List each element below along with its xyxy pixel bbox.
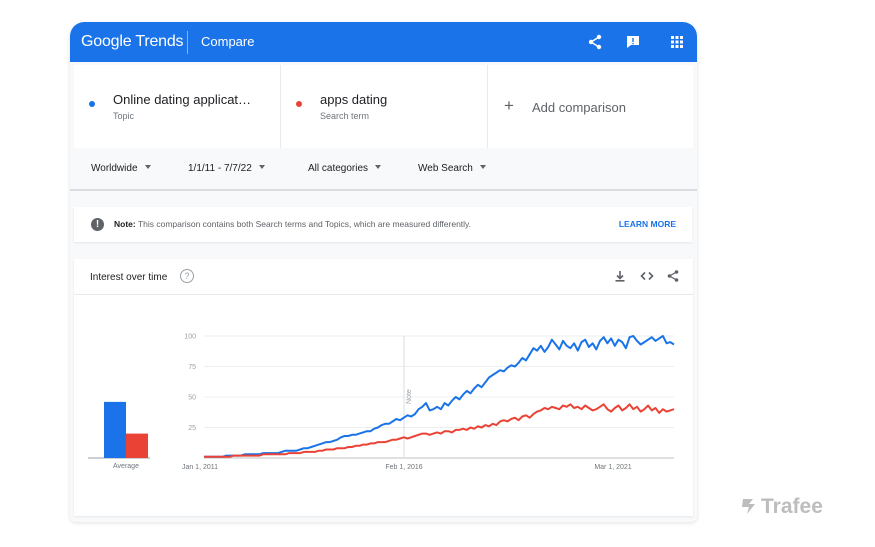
apps-grid-icon[interactable] [668, 33, 686, 51]
average-bar-apps-dating [126, 433, 148, 458]
series-line-online-dating [204, 335, 675, 458]
term-divider [280, 65, 281, 148]
term-type: Search term [320, 111, 370, 121]
comparison-terms: Online dating applicat… Topic apps datin… [74, 65, 693, 148]
add-comparison-button[interactable]: + Add comparison [488, 65, 693, 148]
category-value: All categories [308, 163, 369, 174]
series-line-apps-dating [204, 403, 675, 458]
share-icon[interactable] [666, 269, 680, 283]
add-comparison-label: Add comparison [532, 100, 626, 115]
average-bar-online-dating [104, 401, 126, 458]
help-icon[interactable]: ? [180, 269, 194, 283]
note-banner: ! Note: This comparison contains both Se… [74, 207, 692, 242]
trends-card: Google Trends Compare Online dating appl… [70, 22, 697, 522]
download-icon[interactable] [613, 269, 627, 283]
average-label: Average [113, 463, 139, 470]
chart-series [204, 335, 675, 458]
note-prefix: Note: [114, 219, 136, 229]
caret-down-icon [258, 165, 265, 170]
term-label: Online dating applicat… [113, 92, 252, 107]
plus-icon: + [504, 96, 514, 115]
search-type-dropdown[interactable]: Web Search [418, 163, 486, 174]
category-dropdown[interactable]: All categories [308, 163, 382, 174]
term-color-dot [296, 101, 302, 107]
date-range-value: 1/1/11 - 7/7/22 [188, 163, 252, 174]
page-title: Compare [201, 34, 255, 49]
info-icon: ! [91, 218, 104, 231]
x-tick-label: Feb 1, 2016 [385, 464, 422, 471]
region-dropdown[interactable]: Worldwide [91, 163, 151, 174]
panel-divider [74, 294, 693, 295]
search-type-value: Web Search [418, 163, 473, 174]
chart-grid: 25 50 75 100 [184, 334, 674, 459]
header-divider [187, 31, 188, 54]
y-tick-label: 50 [188, 395, 196, 402]
caret-down-icon [144, 165, 151, 170]
interest-over-time-panel: Interest over time ? 25 50 75 100 Average N… [74, 259, 693, 516]
term-online-dating[interactable]: Online dating applicat… Topic [74, 65, 280, 148]
trafee-logo-icon [742, 499, 755, 514]
svg-text:Trafee: Trafee [761, 495, 823, 518]
note-marker-label: Note [406, 389, 413, 404]
x-tick-label: Jan 1, 2011 [182, 464, 218, 471]
top-bar: Google Trends Compare [70, 22, 697, 62]
term-type: Topic [113, 111, 135, 121]
term-label: apps dating [320, 92, 388, 107]
y-tick-label: 75 [188, 364, 196, 371]
note-message: This comparison contains both Search ter… [137, 219, 472, 229]
feedback-icon[interactable] [624, 33, 642, 51]
y-tick-label: 25 [188, 425, 196, 432]
panel-title: Interest over time [90, 272, 168, 283]
interest-chart: 25 50 75 100 Average Note Jan 1, 2011 Feb 1,… [88, 334, 675, 471]
caret-down-icon [479, 165, 486, 170]
trafee-watermark: Trafee [742, 495, 823, 518]
term-divider [487, 65, 488, 148]
region-value: Worldwide [91, 163, 138, 174]
app-logo[interactable]: Google Trends [81, 33, 184, 50]
term-apps-dating[interactable]: apps dating Search term [281, 65, 487, 148]
x-axis-labels: Jan 1, 2011 Feb 1, 2016 Mar 1, 2021 [182, 464, 632, 471]
x-tick-label: Mar 1, 2021 [594, 464, 631, 471]
term-color-dot [89, 101, 95, 107]
y-tick-label: 100 [184, 334, 196, 341]
date-range-dropdown[interactable]: 1/1/11 - 7/7/22 [188, 163, 265, 174]
note-text: Note: This comparison contains both Sear… [114, 219, 471, 229]
share-icon[interactable] [586, 33, 604, 51]
embed-code-icon[interactable] [640, 269, 654, 283]
learn-more-link[interactable]: LEARN MORE [618, 219, 676, 229]
filter-bar: Worldwide 1/1/11 - 7/7/22 All categories… [70, 148, 697, 191]
caret-down-icon [375, 165, 382, 170]
